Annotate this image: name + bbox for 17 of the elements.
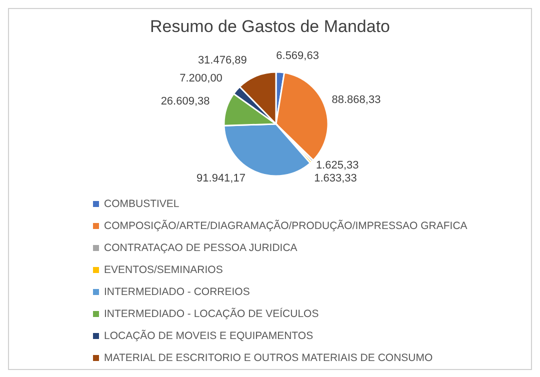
legend-label: COMBUSTIVEL <box>104 198 180 210</box>
data-label: 1.633,33 <box>314 172 357 185</box>
legend-label: MATERIAL DE ESCRITORIO E OUTROS MATERIAIS DE CONSUMO <box>104 352 433 364</box>
legend-label: CONTRATAÇAO DE PESSOA JURIDICA <box>104 242 298 254</box>
legend-label: COMPOSIÇÃO/ARTE/DIAGRAMAÇÃO/PRODUÇÃO/IMPRESSAO GRAFICA <box>104 220 468 232</box>
data-label: 26.609,38 <box>160 95 210 108</box>
data-label: 88.868,33 <box>332 94 381 106</box>
data-label: 91.941,17 <box>196 172 246 185</box>
legend-label: EVENTOS/SEMINARIOS <box>104 264 223 276</box>
data-label: 7.200,00 <box>180 72 222 84</box>
data-label: 31.476,89 <box>198 54 247 67</box>
legend-label: LOCAÇÃO DE MOVEIS E EQUIPAMENTOS <box>104 330 314 342</box>
legend-label: INTERMEDIADO - CORREIOS <box>104 286 250 298</box>
chart-title: Resumo de Gastos de Mandato <box>148 17 392 37</box>
data-label: 1.625,33 <box>316 160 359 172</box>
legend-label: INTERMEDIADO - LOCAÇÃO DE VEÍCULOS <box>104 308 319 320</box>
data-label: 6.569,63 <box>276 50 319 62</box>
